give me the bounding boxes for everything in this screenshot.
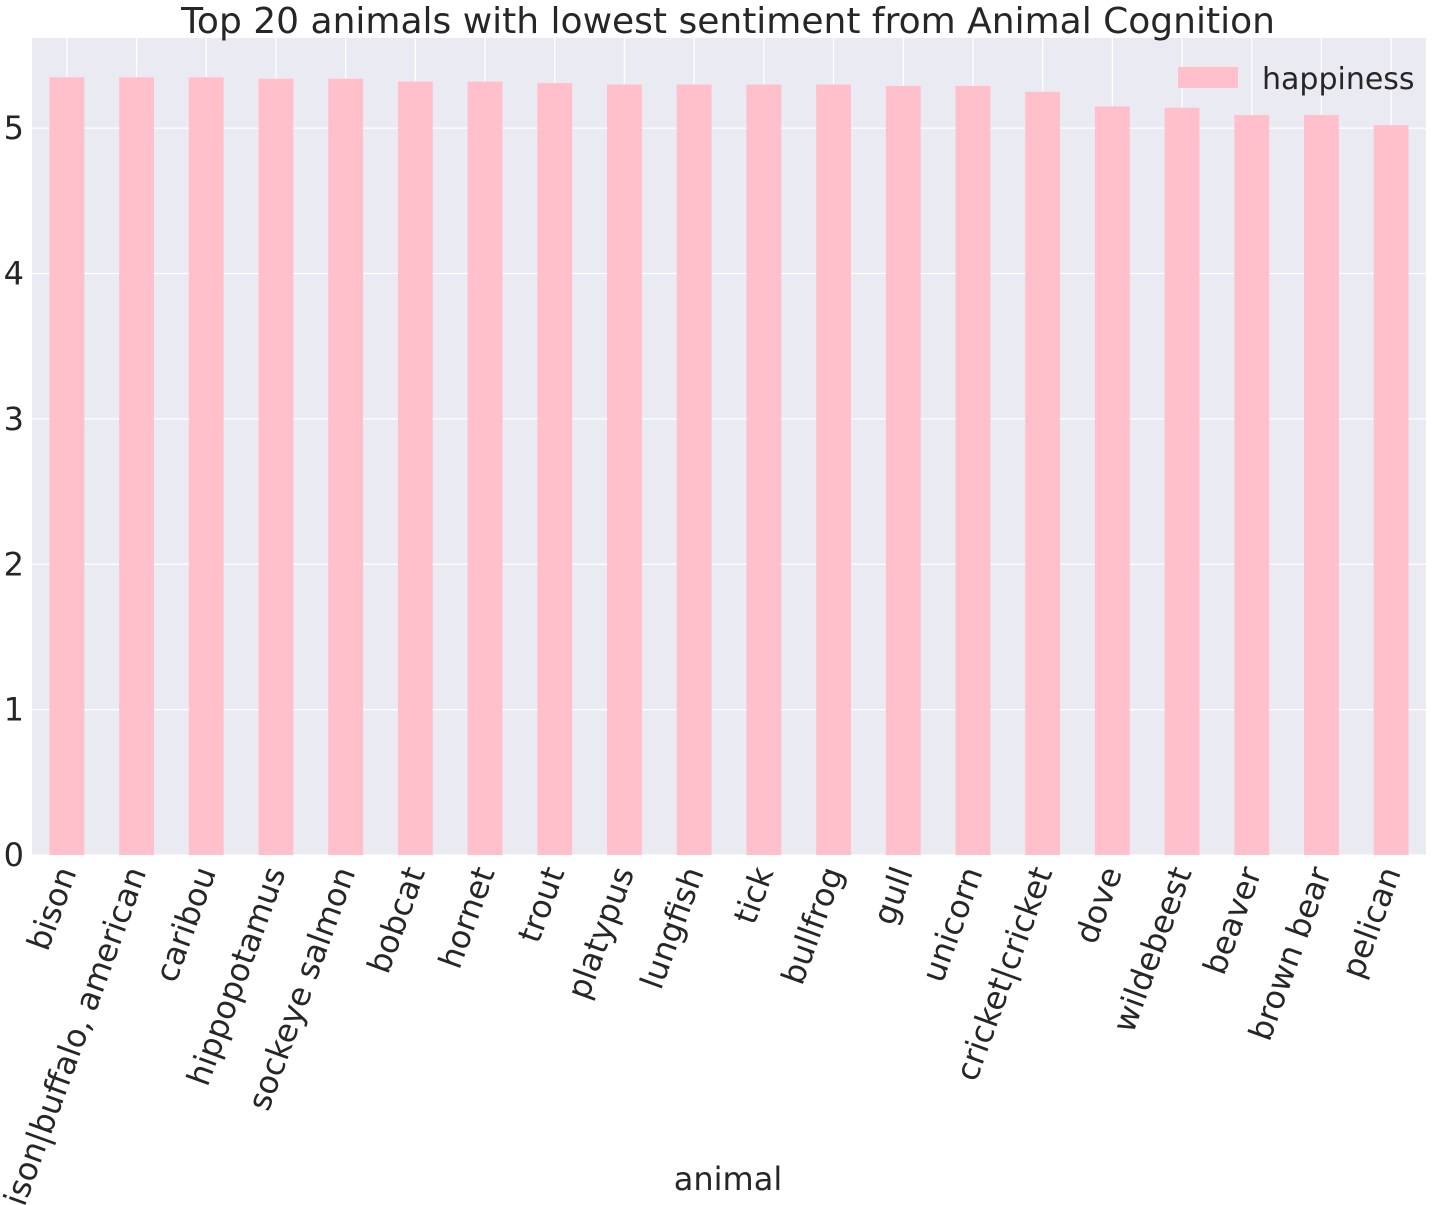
bar-17 <box>1234 115 1270 856</box>
x-tick-label: trout <box>510 862 572 948</box>
x-tick-label: pelican <box>1334 862 1409 983</box>
bar-6 <box>467 81 503 855</box>
legend-label-happiness: happiness <box>1262 62 1415 97</box>
y-tick-label: 3 <box>4 400 24 438</box>
bar-3 <box>258 78 294 855</box>
y-tick-label: 2 <box>4 545 24 583</box>
x-tick-label: lungfish <box>633 862 712 994</box>
bar-1 <box>119 77 154 855</box>
bar-18 <box>1304 115 1339 856</box>
y-axis-ticks: 0 1 2 3 4 5 <box>4 109 24 874</box>
bar-16 <box>1164 107 1200 855</box>
plot-area <box>32 38 1426 855</box>
x-tick-label: hornet <box>431 862 503 974</box>
x-tick-label: bullfrog <box>774 862 851 990</box>
bar-13 <box>955 85 991 855</box>
bar-2 <box>188 77 224 855</box>
y-tick-label: 1 <box>4 691 24 729</box>
y-tick-label: 0 <box>4 836 24 874</box>
chart-title: Top 20 animals with lowest sentiment fro… <box>180 1 1275 42</box>
legend: happiness <box>1178 62 1415 97</box>
x-tick-label: platypus <box>559 862 642 1004</box>
x-axis-label: animal <box>674 1160 782 1198</box>
x-tick-label: tick <box>726 861 782 929</box>
x-tick-label: bison|buffalo, american <box>0 862 154 1205</box>
x-tick-label: dove <box>1067 862 1130 949</box>
bar-14 <box>1025 91 1061 855</box>
bar-0 <box>49 77 85 855</box>
x-tick-label: bison <box>19 862 84 956</box>
y-tick-label: 4 <box>4 255 24 293</box>
bar-8 <box>607 84 642 855</box>
x-tick-label: bobcat <box>360 862 433 978</box>
bar-12 <box>885 85 921 855</box>
x-tick-label: gull <box>865 862 921 930</box>
bar-11 <box>816 84 851 855</box>
x-tick-label: unicorn <box>914 862 991 987</box>
bar-10 <box>746 84 782 855</box>
bar-5 <box>397 81 433 855</box>
bar-4 <box>328 78 364 855</box>
bars <box>49 77 1409 856</box>
bar-19 <box>1373 125 1409 856</box>
bar-7 <box>537 83 573 855</box>
bar-15 <box>1094 106 1130 855</box>
bar-9 <box>676 84 712 855</box>
x-tick-label: beaver <box>1195 861 1269 979</box>
legend-swatch-happiness <box>1178 67 1238 88</box>
x-tick-label: caribou <box>147 862 224 987</box>
y-tick-label: 5 <box>4 109 24 147</box>
